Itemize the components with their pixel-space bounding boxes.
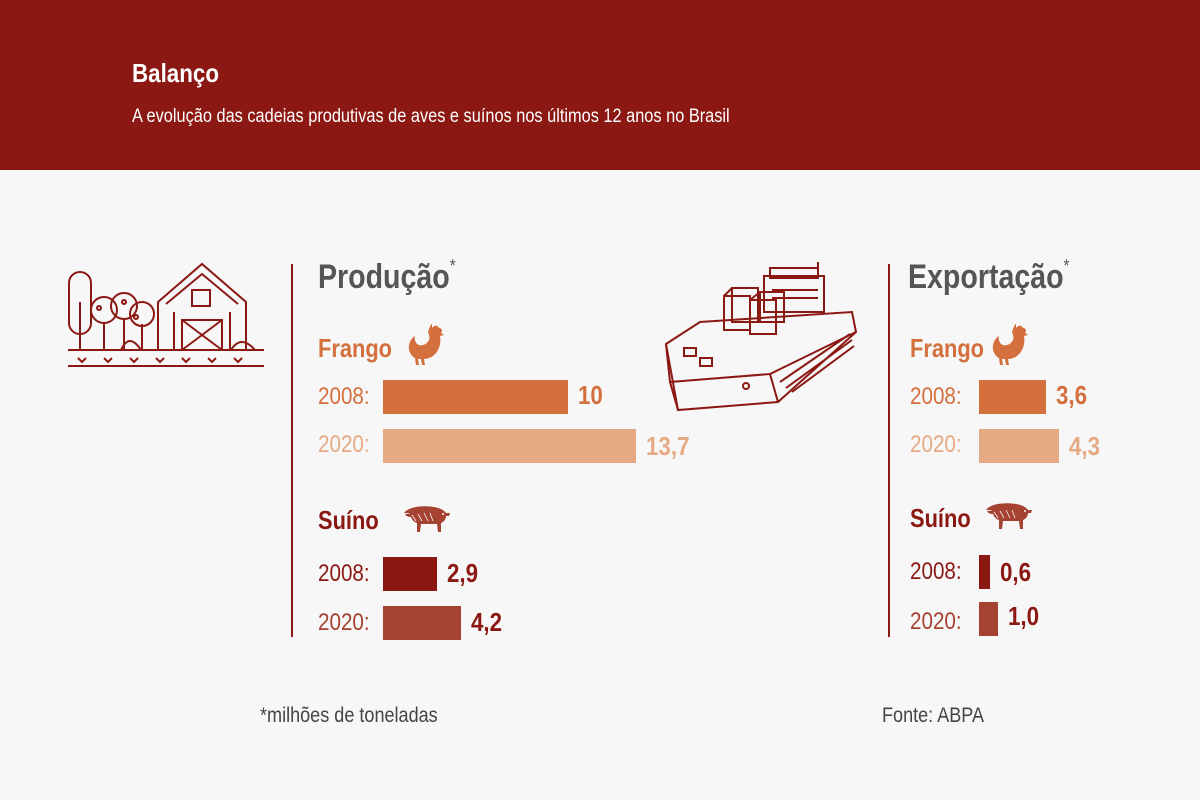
production-suino-2008-year: 2008:: [318, 560, 370, 587]
production-suino-2008-value: 2,9: [446, 558, 478, 588]
export-title-mark: *: [1063, 256, 1070, 276]
pig-icon: [986, 503, 1032, 529]
export-frango-label: Frango: [910, 333, 985, 363]
export-suino-2008-bar: [979, 555, 991, 589]
ship-icon: [664, 262, 858, 412]
export-suino-2008-value: 0,6: [1000, 557, 1032, 587]
source-note: Fonte: ABPA: [882, 704, 985, 727]
farm-icon: [68, 262, 264, 367]
export-suino-2008-year: 2008:: [910, 558, 962, 585]
production-suino-2020-bar: [383, 606, 461, 640]
page-subtitle: A evolução das cadeias produtivas de ave…: [132, 106, 730, 127]
production-title-text: Produção: [318, 258, 450, 296]
units-note: *milhões de toneladas: [260, 704, 438, 727]
export-title: Exportação*: [908, 256, 1070, 297]
export-frango-2008-year: 2008:: [910, 383, 962, 410]
production-frango-label: Frango: [318, 333, 393, 363]
production-frango-2020-bar: [383, 429, 637, 463]
export-frango-2008-value: 3,6: [1055, 380, 1087, 410]
export-suino-label: Suíno: [910, 503, 971, 533]
production-divider: [291, 264, 293, 637]
production-suino-2008-bar: [383, 557, 437, 591]
export-suino-2020-value: 1,0: [1007, 601, 1039, 631]
header-banner: Balanço A evolução das cadeias produtiva…: [0, 0, 1200, 170]
pig-icon: [404, 506, 450, 532]
export-suino-2020-bar: [979, 602, 998, 636]
production-suino-label: Suíno: [318, 505, 379, 535]
page-title: Balanço: [132, 58, 219, 88]
production-frango-2008-bar: [383, 380, 568, 414]
chicken-icon: [408, 324, 444, 365]
production-title: Produção*: [318, 256, 456, 297]
chicken-icon: [992, 324, 1028, 365]
production-frango-2008-value: 10: [578, 380, 603, 410]
export-frango-2020-year: 2020:: [910, 431, 962, 458]
export-frango-2020-bar: [979, 429, 1059, 463]
production-frango-2020-year: 2020:: [318, 431, 370, 458]
export-frango-2020-value: 4,3: [1068, 431, 1100, 461]
export-divider: [888, 264, 890, 637]
production-frango-2008-year: 2008:: [318, 383, 370, 410]
production-suino-2020-value: 4,2: [470, 607, 502, 637]
production-frango-2020-value: 13,7: [646, 431, 690, 461]
production-suino-2020-year: 2020:: [318, 609, 370, 636]
export-title-text: Exportação: [908, 258, 1064, 296]
production-title-mark: *: [449, 256, 456, 276]
export-suino-2020-year: 2020:: [910, 608, 962, 635]
export-frango-2008-bar: [979, 380, 1046, 414]
